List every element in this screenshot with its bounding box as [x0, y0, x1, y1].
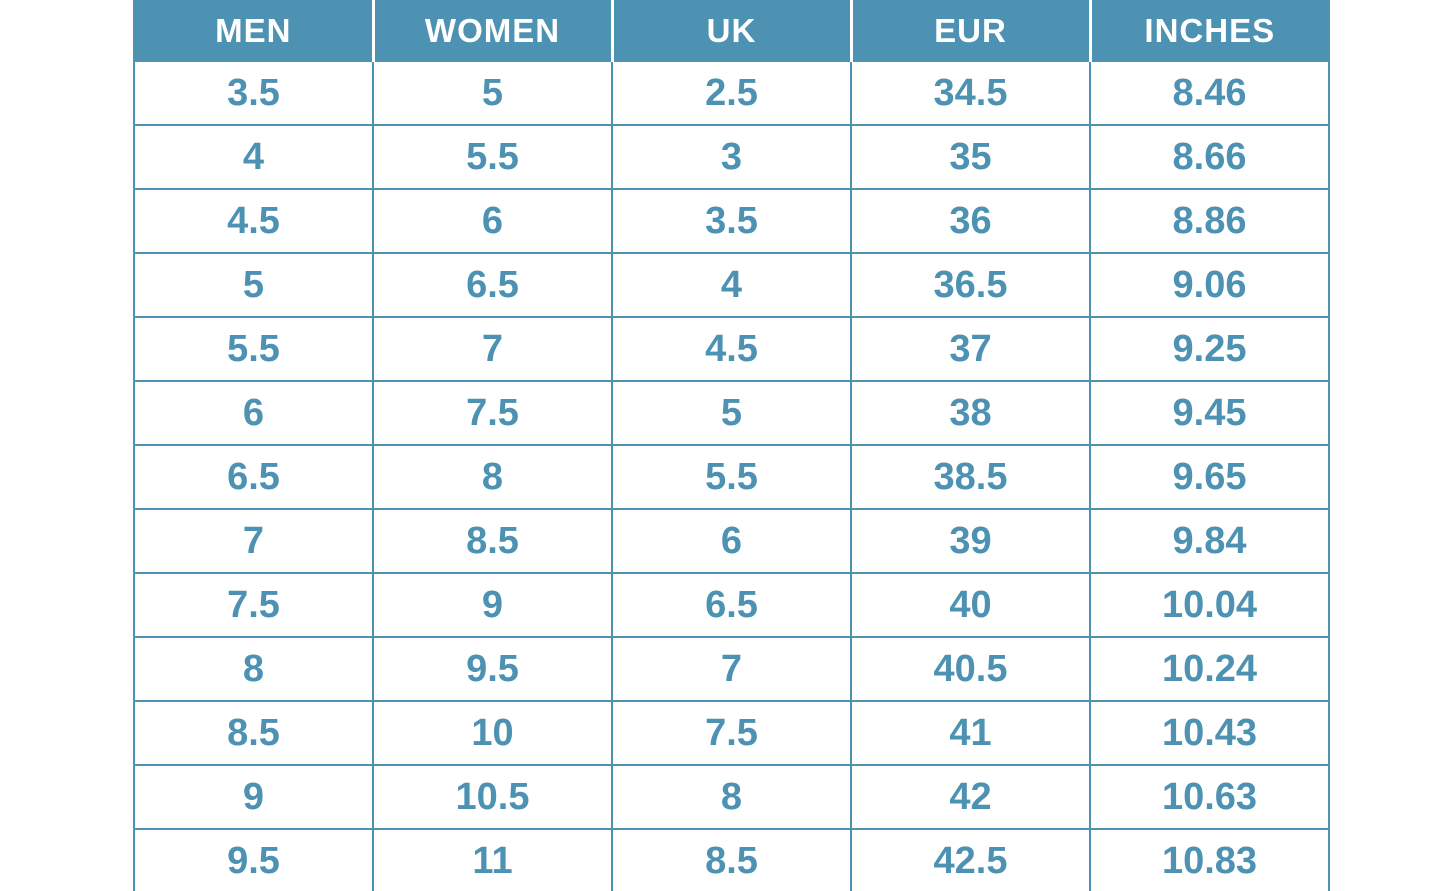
table-cell: 36 — [850, 188, 1091, 254]
table-row: 3.5 5 2.5 34.5 8.46 — [133, 60, 1330, 126]
table-cell: 40 — [850, 572, 1091, 638]
table-cell: 5.5 — [611, 444, 852, 510]
shoe-size-conversion-table: MEN WOMEN UK EUR INCHES 3.5 5 2.5 34.5 8… — [133, 0, 1330, 891]
table-cell: 7.5 — [611, 700, 852, 766]
column-header-eur: EUR — [851, 1, 1092, 61]
table-cell: 6 — [611, 508, 852, 574]
column-header-inches: INCHES — [1090, 1, 1329, 61]
table-cell: 8 — [372, 444, 613, 510]
table-cell: 9.5 — [372, 636, 613, 702]
table-cell: 5 — [611, 380, 852, 446]
table-cell: 9 — [372, 572, 613, 638]
table-cell: 3.5 — [133, 60, 374, 126]
table-cell: 10 — [372, 700, 613, 766]
table-row: 8.5 10 7.5 41 10.43 — [133, 700, 1330, 766]
table-cell: 5.5 — [133, 316, 374, 382]
table-row: 9.5 11 8.5 42.5 10.83 — [133, 828, 1330, 891]
table-row: 7.5 9 6.5 40 10.04 — [133, 572, 1330, 638]
table-cell: 7 — [611, 636, 852, 702]
table-cell: 38.5 — [850, 444, 1091, 510]
table-body: 3.5 5 2.5 34.5 8.46 4 5.5 3 35 8.66 4.5 … — [133, 60, 1330, 891]
table-cell: 42.5 — [850, 828, 1091, 891]
table-cell: 37 — [850, 316, 1091, 382]
table-header: MEN WOMEN UK EUR INCHES — [134, 1, 1329, 61]
table-cell: 10.24 — [1089, 636, 1330, 702]
table-cell: 8 — [133, 636, 374, 702]
table-cell: 10.5 — [372, 764, 613, 830]
column-header-men: MEN — [134, 1, 375, 61]
table-cell: 6 — [133, 380, 374, 446]
table-cell: 39 — [850, 508, 1091, 574]
table-cell: 4.5 — [133, 188, 374, 254]
table-cell: 6 — [372, 188, 613, 254]
table-cell: 5 — [372, 60, 613, 126]
table-cell: 3 — [611, 124, 852, 190]
table-cell: 34.5 — [850, 60, 1091, 126]
table-row: 6.5 8 5.5 38.5 9.65 — [133, 444, 1330, 510]
table-cell: 9.25 — [1089, 316, 1330, 382]
table-cell: 10.04 — [1089, 572, 1330, 638]
table-cell: 3.5 — [611, 188, 852, 254]
table-cell: 7.5 — [372, 380, 613, 446]
table-row: 7 8.5 6 39 9.84 — [133, 508, 1330, 574]
table-cell: 4.5 — [611, 316, 852, 382]
table-cell: 11 — [372, 828, 613, 891]
table-cell: 7 — [133, 508, 374, 574]
table-cell: 5 — [133, 252, 374, 318]
table-row: 4.5 6 3.5 36 8.86 — [133, 188, 1330, 254]
table-row: 8 9.5 7 40.5 10.24 — [133, 636, 1330, 702]
table-cell: 6.5 — [133, 444, 374, 510]
table-cell: 35 — [850, 124, 1091, 190]
table-cell: 38 — [850, 380, 1091, 446]
table-cell: 8.5 — [133, 700, 374, 766]
column-header-uk: UK — [612, 1, 853, 61]
table-cell: 7 — [372, 316, 613, 382]
table-cell: 40.5 — [850, 636, 1091, 702]
table-cell: 4 — [133, 124, 374, 190]
table-cell: 9.65 — [1089, 444, 1330, 510]
table-cell: 10.43 — [1089, 700, 1330, 766]
table-cell: 9 — [133, 764, 374, 830]
table-row: 9 10.5 8 42 10.63 — [133, 764, 1330, 830]
table-cell: 9.06 — [1089, 252, 1330, 318]
table-cell: 8.46 — [1089, 60, 1330, 126]
table-cell: 5.5 — [372, 124, 613, 190]
table-cell: 8 — [611, 764, 852, 830]
table-cell: 8.66 — [1089, 124, 1330, 190]
table-cell: 9.45 — [1089, 380, 1330, 446]
table-cell: 7.5 — [133, 572, 374, 638]
table-row: 6 7.5 5 38 9.45 — [133, 380, 1330, 446]
table-row: 4 5.5 3 35 8.66 — [133, 124, 1330, 190]
table-cell: 2.5 — [611, 60, 852, 126]
table-row: 5 6.5 4 36.5 9.06 — [133, 252, 1330, 318]
table-cell: 4 — [611, 252, 852, 318]
table-cell: 36.5 — [850, 252, 1091, 318]
table-cell: 41 — [850, 700, 1091, 766]
table-cell: 8.5 — [372, 508, 613, 574]
header-row: MEN WOMEN UK EUR INCHES — [134, 1, 1329, 61]
column-header-women: WOMEN — [373, 1, 614, 61]
table-cell: 9.5 — [133, 828, 374, 891]
table-cell: 6.5 — [611, 572, 852, 638]
table-cell: 42 — [850, 764, 1091, 830]
table-cell: 8.86 — [1089, 188, 1330, 254]
table-cell: 10.83 — [1089, 828, 1330, 891]
table-cell: 10.63 — [1089, 764, 1330, 830]
table-cell: 8.5 — [611, 828, 852, 891]
table-cell: 9.84 — [1089, 508, 1330, 574]
table-cell: 6.5 — [372, 252, 613, 318]
table-row: 5.5 7 4.5 37 9.25 — [133, 316, 1330, 382]
